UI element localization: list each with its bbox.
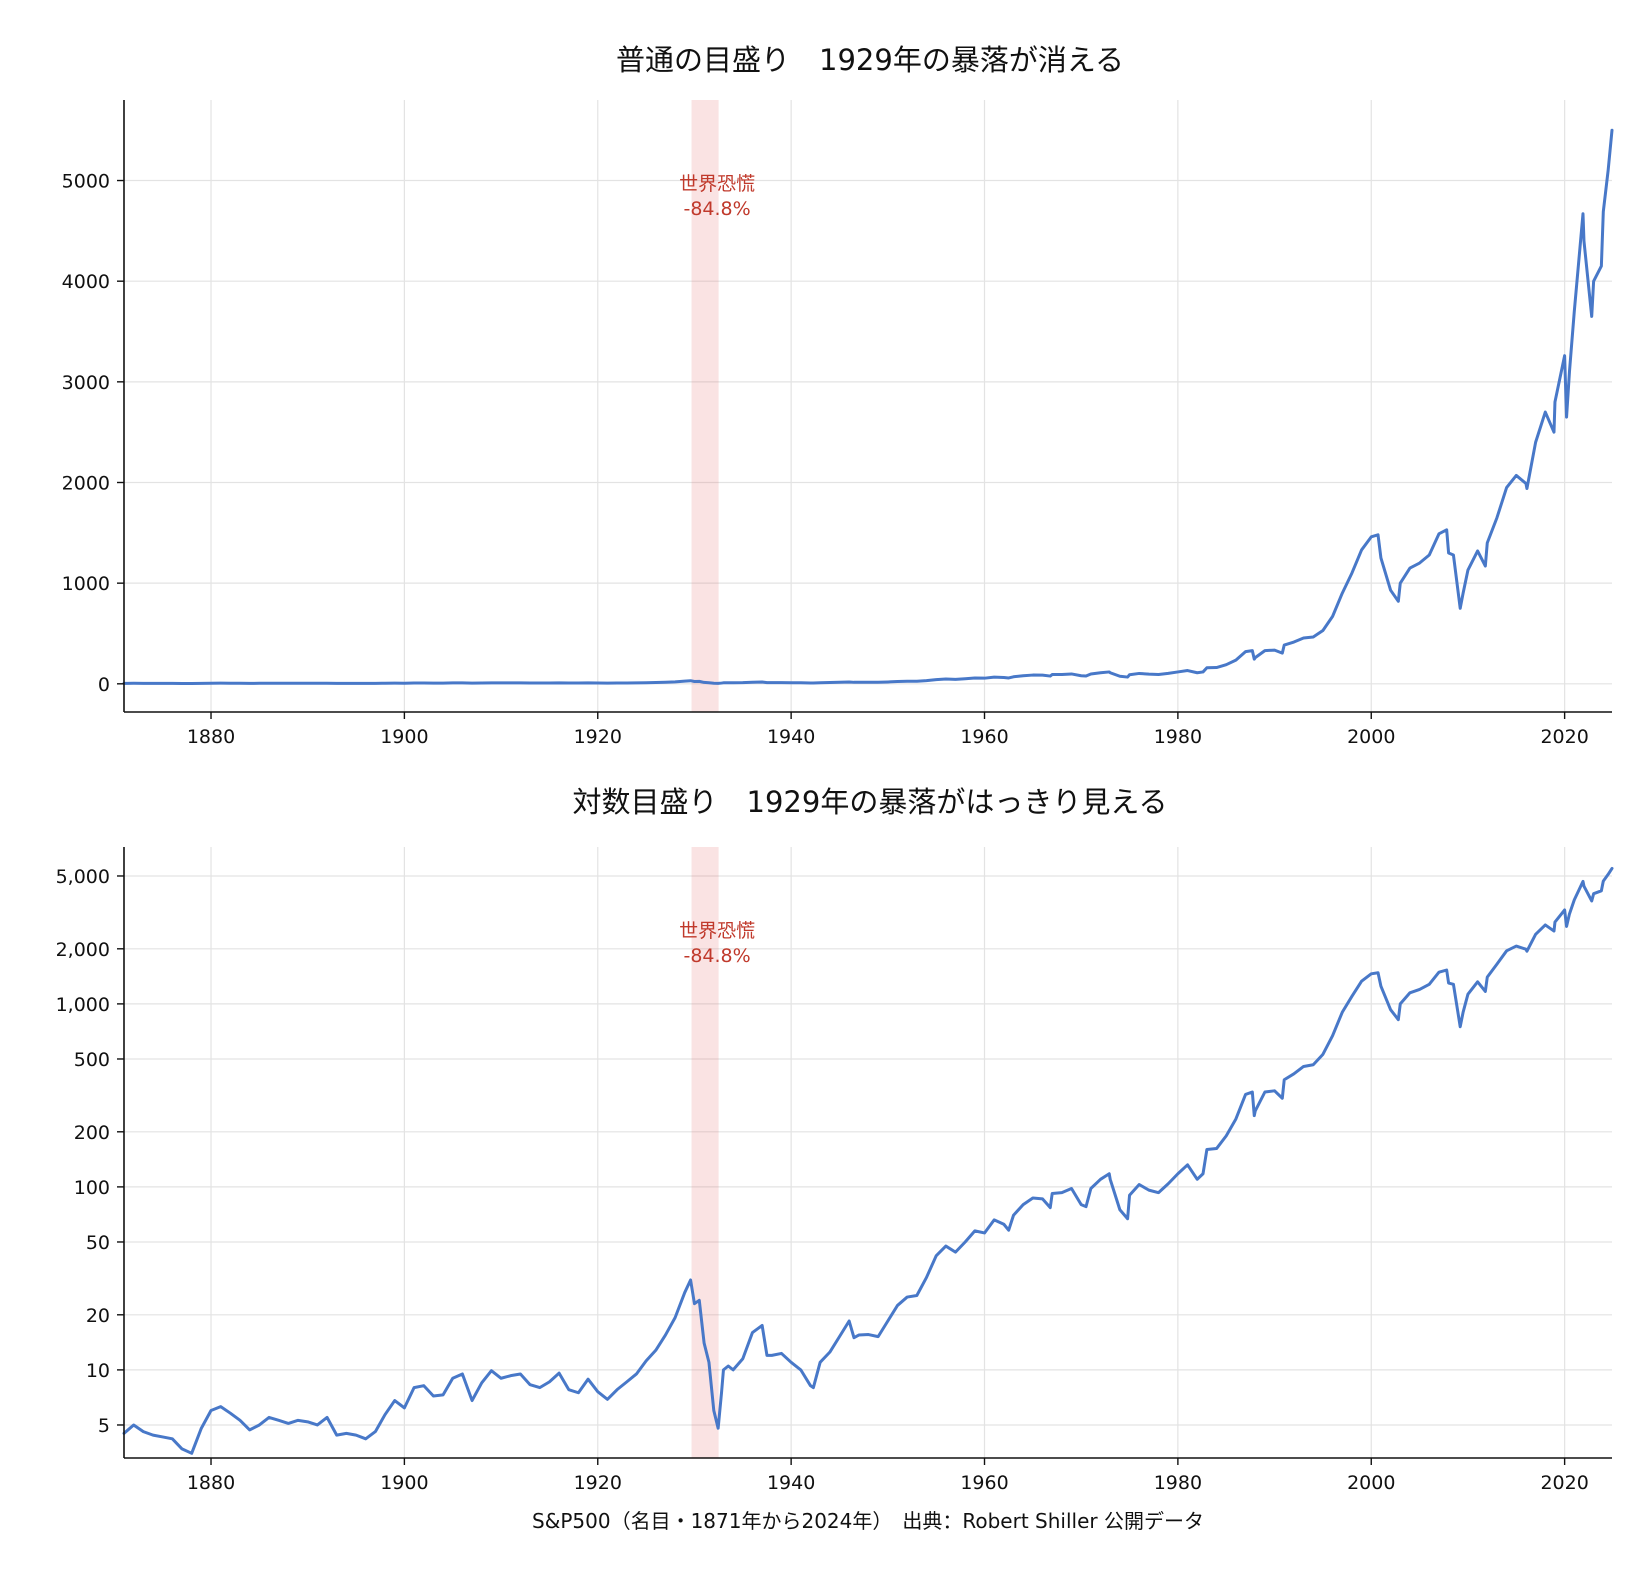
x-tick-label: 2020 bbox=[1540, 1472, 1588, 1494]
log-gridlines bbox=[124, 847, 1612, 1458]
x-tick-label: 1940 bbox=[767, 1472, 815, 1494]
great-depression-band bbox=[691, 100, 719, 712]
y-tick-label: 200 bbox=[74, 1122, 110, 1144]
x-tick-label: 1960 bbox=[960, 1472, 1008, 1494]
log-x-tick-labels: 1880 1900 1920 1940 1960 1980 2000 2020 bbox=[187, 1472, 1589, 1494]
x-tick-label: 1920 bbox=[574, 726, 622, 748]
annotation-label: 世界恐慌 bbox=[679, 173, 755, 195]
linear-y-tick-labels: 0 1000 2000 3000 4000 5000 bbox=[62, 171, 110, 696]
log-axes bbox=[117, 847, 1612, 1465]
log-y-tick-labels: 5 10 20 50 100 200 500 1,000 2,000 5,000 bbox=[56, 866, 110, 1437]
x-tick-label: 1960 bbox=[960, 726, 1008, 748]
linear-axes bbox=[117, 100, 1612, 719]
source-footer: S&P500（名目・1871年から2024年） 出典：Robert Shille… bbox=[532, 1509, 1204, 1533]
y-tick-label: 5000 bbox=[62, 171, 110, 193]
linear-x-tick-labels: 1880 1900 1920 1940 1960 1980 2000 2020 bbox=[187, 726, 1589, 748]
x-tick-label: 1940 bbox=[767, 726, 815, 748]
y-tick-label: 0 bbox=[98, 674, 110, 696]
log-chart-title: 対数目盛り 1929年の暴落がはっきり見える bbox=[573, 785, 1168, 819]
log-chart-panel: 対数目盛り 1929年の暴落がはっきり見える 1880 1900 1920 1940 1… bbox=[56, 785, 1614, 1494]
x-tick-label: 1880 bbox=[187, 726, 235, 748]
x-tick-label: 1900 bbox=[380, 726, 428, 748]
y-tick-label: 1,000 bbox=[56, 994, 110, 1016]
y-tick-label: 2000 bbox=[62, 473, 110, 495]
great-depression-band bbox=[691, 847, 719, 1458]
y-tick-label: 4000 bbox=[62, 271, 110, 293]
sp500-line-linear bbox=[122, 128, 1614, 685]
annotation-value: -84.8% bbox=[683, 945, 750, 967]
x-tick-label: 1980 bbox=[1154, 1472, 1202, 1494]
linear-chart-panel: 普通の目盛り 1929年の暴落が消える 1880 1900 1920 1940 1960… bbox=[62, 43, 1614, 748]
y-tick-label: 50 bbox=[86, 1232, 110, 1254]
x-tick-label: 2020 bbox=[1540, 726, 1588, 748]
y-tick-label: 1000 bbox=[62, 573, 110, 595]
sp500-line-log bbox=[122, 866, 1614, 1455]
y-tick-label: 3000 bbox=[62, 372, 110, 394]
x-tick-label: 1980 bbox=[1154, 726, 1202, 748]
annotation-value: -84.8% bbox=[683, 198, 750, 220]
y-tick-label: 2,000 bbox=[56, 939, 110, 961]
y-tick-label: 500 bbox=[74, 1049, 110, 1071]
annotation-label: 世界恐慌 bbox=[679, 920, 755, 942]
y-tick-label: 10 bbox=[86, 1360, 110, 1382]
x-tick-label: 2000 bbox=[1347, 726, 1395, 748]
y-tick-label: 100 bbox=[74, 1177, 110, 1199]
x-tick-label: 1920 bbox=[574, 1472, 622, 1494]
y-tick-label: 5,000 bbox=[56, 866, 110, 888]
x-tick-label: 2000 bbox=[1347, 1472, 1395, 1494]
y-tick-label: 5 bbox=[98, 1415, 110, 1437]
linear-chart-title: 普通の目盛り 1929年の暴落が消える bbox=[616, 43, 1124, 77]
y-tick-label: 20 bbox=[86, 1305, 110, 1327]
x-tick-label: 1880 bbox=[187, 1472, 235, 1494]
linear-gridlines bbox=[124, 100, 1612, 712]
x-tick-label: 1900 bbox=[380, 1472, 428, 1494]
